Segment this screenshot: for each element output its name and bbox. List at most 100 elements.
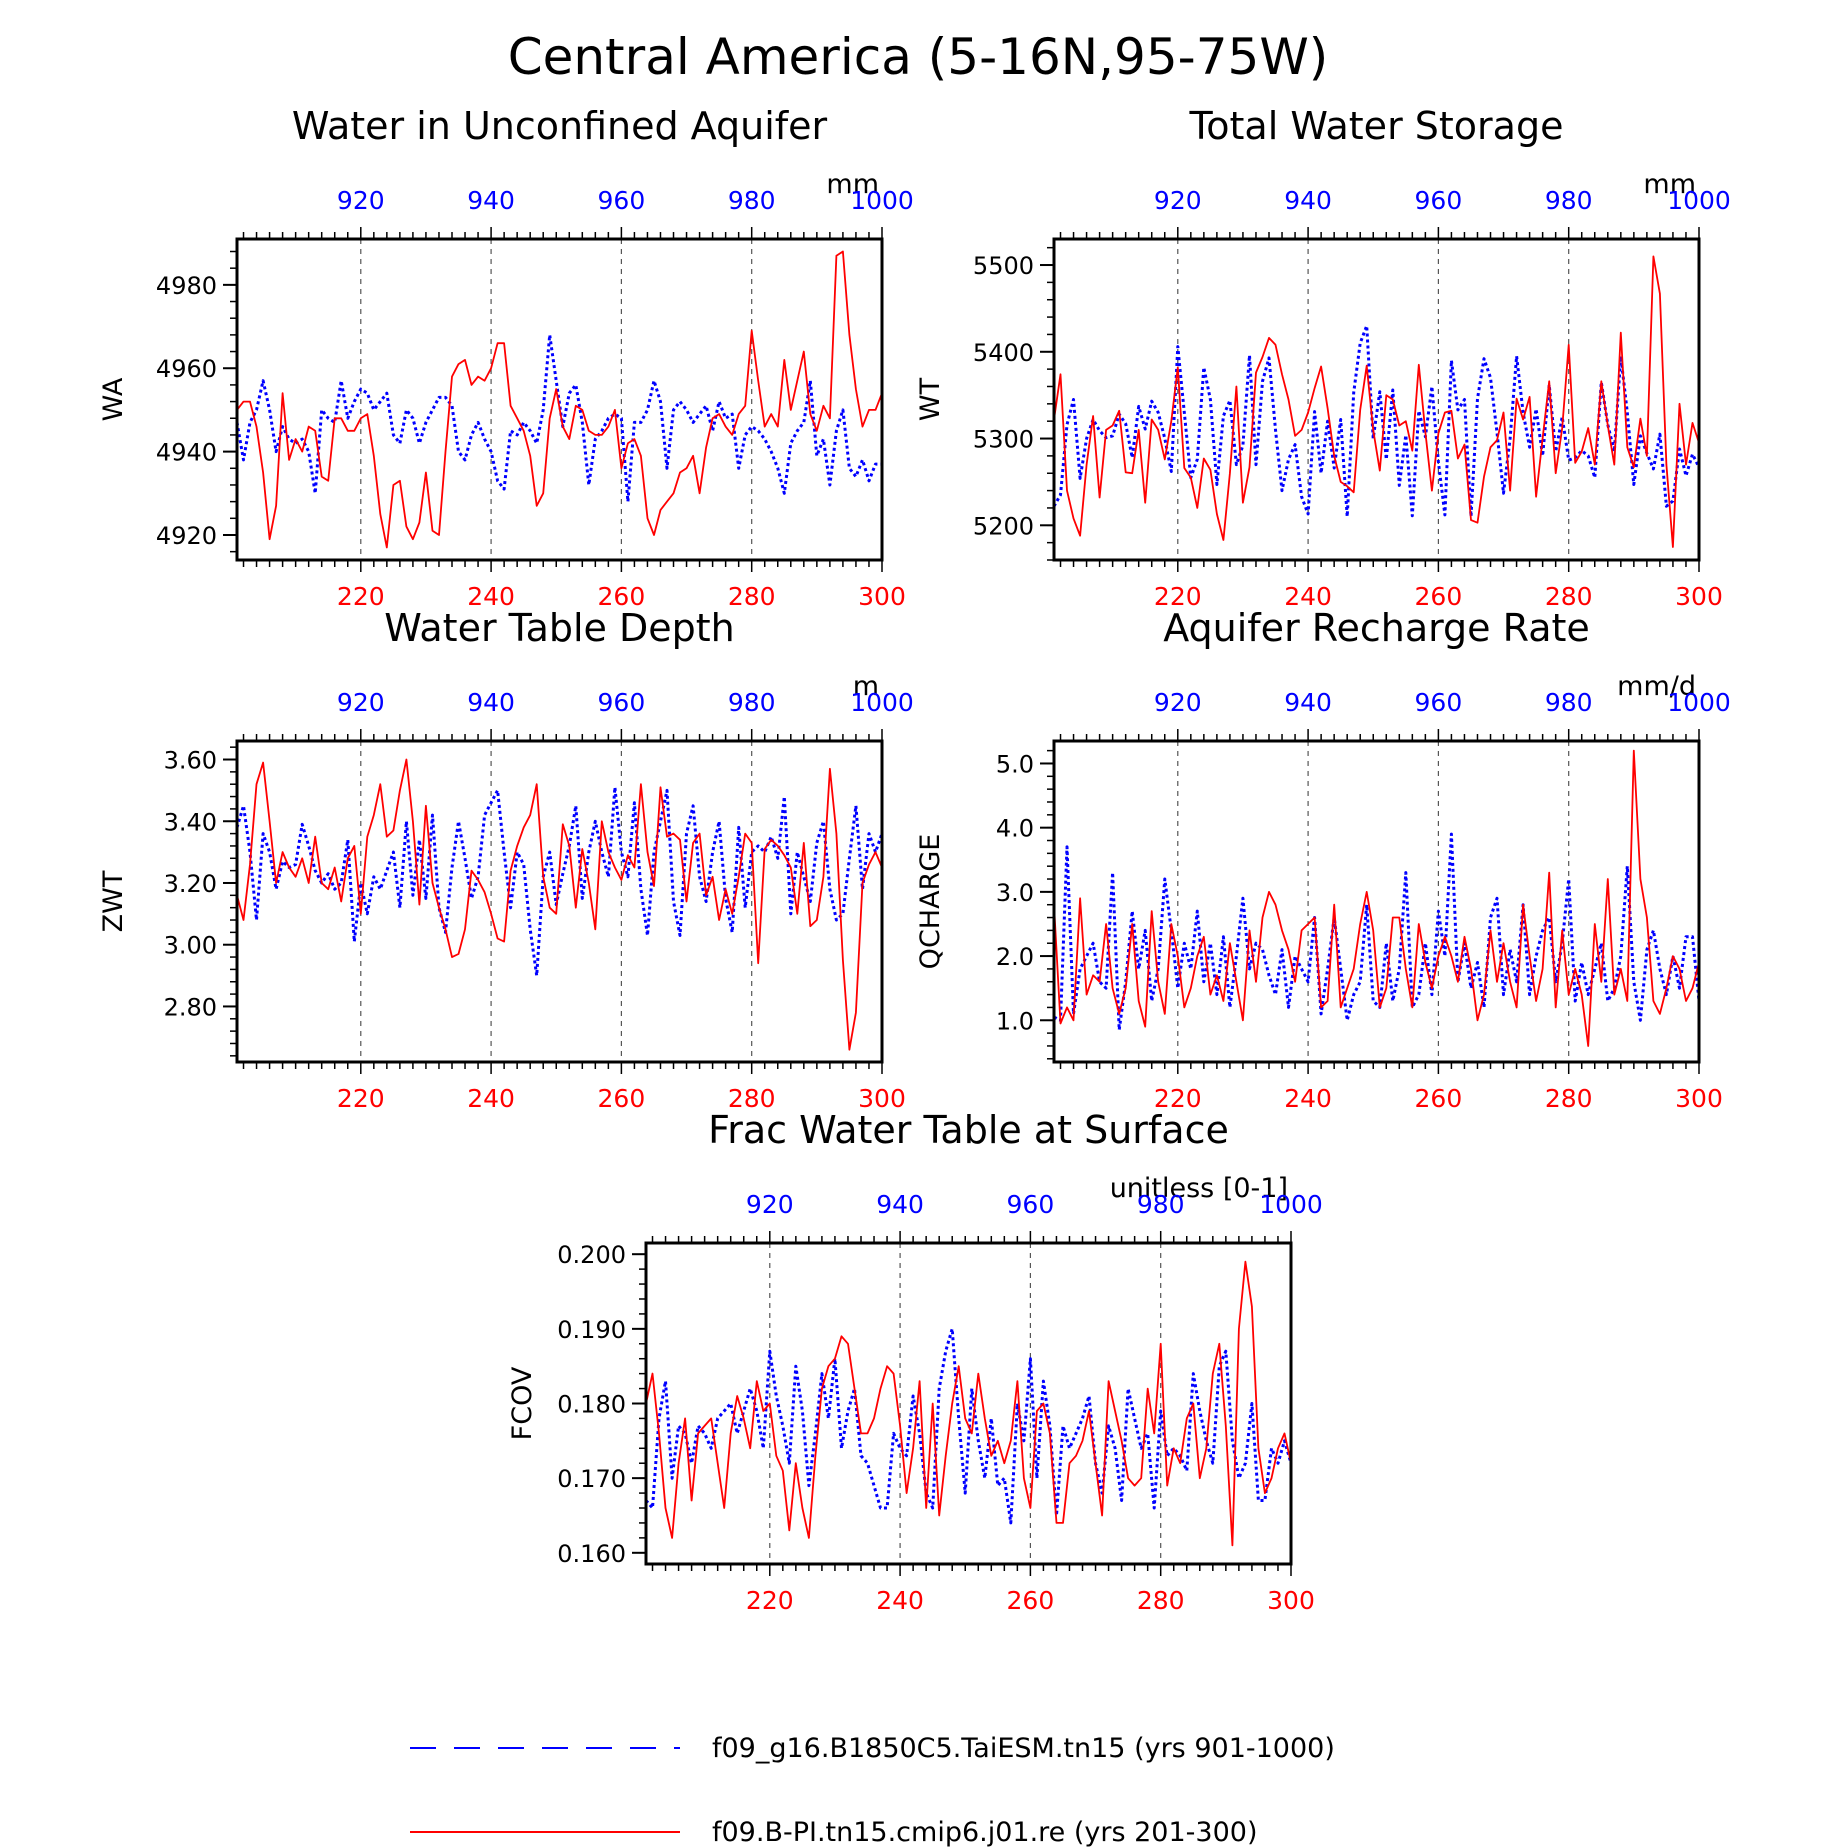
plot-frame — [235, 237, 884, 562]
y-tick-label: 2.80 — [164, 993, 217, 1021]
x-tick-label: 300 — [1675, 1084, 1723, 1113]
y-tick-label: 0.170 — [557, 1465, 626, 1493]
x-tick-label: 220 — [337, 1084, 385, 1113]
x-top-tick-label: 980 — [1545, 186, 1593, 215]
x-tick-label: 240 — [1284, 1084, 1332, 1113]
chart-panel-4: Aquifer Recharge Rate mm/d QCHARGE 1.0 2.0 3.… — [915, 606, 1731, 1113]
y-tick-label: 3.0 — [996, 879, 1034, 907]
x-top-tick-label: 1000 — [850, 688, 914, 717]
y-tick-label: 4920 — [156, 522, 217, 550]
figure-title: Central America (5-16N,95-75W) — [508, 28, 1329, 86]
x-top-tick-label: 960 — [1415, 688, 1463, 717]
panels: Water in Unconfined Aquifer mm WA 4920 4940 4… — [98, 104, 1731, 1615]
x-tick-label: 240 — [1284, 582, 1332, 611]
x-top-tick-label: 1000 — [1667, 688, 1731, 717]
series-line-blue — [235, 785, 884, 978]
x-tick-label: 220 — [1154, 1084, 1202, 1113]
plot-frame — [1052, 237, 1701, 562]
x-tick-label: 220 — [337, 582, 385, 611]
chart-title: Water in Unconfined Aquifer — [292, 104, 828, 148]
y-axis-label: ZWT — [98, 870, 129, 932]
chart-title: Frac Water Table at Surface — [708, 1108, 1229, 1152]
y-tick-label: 4960 — [156, 355, 217, 383]
chart-title: Total Water Storage — [1189, 104, 1564, 148]
y-tick-label: 1.0 — [996, 1007, 1034, 1035]
x-top-tick-label: 980 — [728, 688, 776, 717]
x-tick-label: 240 — [467, 582, 515, 611]
plot-frame — [1052, 739, 1701, 1064]
plot-frame — [644, 1241, 1293, 1566]
y-tick-label: 3.20 — [164, 870, 217, 898]
x-tick-label: 260 — [1415, 1084, 1463, 1113]
chart-title: Water Table Depth — [384, 606, 735, 650]
x-top-tick-label: 920 — [337, 688, 385, 717]
series-line-blue — [1052, 324, 1701, 519]
y-tick-label: 4940 — [156, 439, 217, 467]
x-top-tick-label: 960 — [598, 186, 646, 215]
x-top-tick-label: 940 — [467, 688, 515, 717]
x-top-tick-label: 920 — [1154, 186, 1202, 215]
series-line-red — [645, 1260, 1292, 1547]
y-axis-label: WT — [915, 377, 946, 421]
x-tick-label: 280 — [1545, 1084, 1593, 1113]
x-top-tick-label: 920 — [1154, 688, 1202, 717]
x-tick-label: 300 — [1267, 1586, 1315, 1615]
chart-panel-2: Total Water Storage mm WT 5200 5300 5400 5500 2… — [915, 104, 1731, 611]
y-axis-label: WA — [98, 377, 129, 421]
legend: f09_g16.B1850C5.TaiESM.tn15 (yrs 901-100… — [410, 1733, 1335, 1848]
x-top-tick-label: 960 — [598, 688, 646, 717]
x-top-tick-label: 960 — [1007, 1190, 1055, 1219]
legend-label-red: f09.B-PI.tn15.cmip6.j01.re (yrs 201-300) — [712, 1817, 1257, 1848]
x-top-tick-label: 980 — [728, 186, 776, 215]
x-tick-label: 300 — [858, 582, 906, 611]
plot-frame — [235, 739, 884, 1064]
y-tick-label: 4980 — [156, 272, 217, 300]
series-line-red — [236, 250, 883, 549]
y-tick-label: 3.60 — [164, 747, 217, 775]
x-top-tick-label: 980 — [1545, 688, 1593, 717]
x-top-tick-label: 940 — [1284, 186, 1332, 215]
x-top-tick-label: 920 — [746, 1190, 794, 1219]
y-axis-label: FCOV — [507, 1366, 538, 1440]
x-top-tick-label: 920 — [337, 186, 385, 215]
units-label: mm — [1643, 169, 1696, 200]
y-tick-label: 3.40 — [164, 808, 217, 836]
y-tick-label: 5200 — [973, 512, 1034, 540]
y-tick-label: 0.180 — [557, 1391, 626, 1419]
y-tick-label: 0.160 — [557, 1540, 626, 1568]
x-tick-label: 240 — [876, 1586, 924, 1615]
chart-panel-3: Water Table Depth m ZWT 2.80 3.00 3.20 3.40 3.6… — [98, 606, 914, 1113]
x-tick-label: 280 — [1137, 1586, 1185, 1615]
units-label: m — [853, 671, 879, 702]
x-top-tick-label: 940 — [1284, 688, 1332, 717]
y-tick-label: 5.0 — [996, 750, 1034, 778]
x-tick-label: 260 — [1415, 582, 1463, 611]
units-label: unitless [0-1] — [1110, 1173, 1288, 1204]
y-tick-label: 5400 — [973, 339, 1034, 367]
x-tick-label: 220 — [1154, 582, 1202, 611]
x-tick-label: 280 — [1545, 582, 1593, 611]
x-top-tick-label: 1000 — [1667, 186, 1731, 215]
y-tick-label: 5500 — [973, 252, 1034, 280]
legend-label-blue: f09_g16.B1850C5.TaiESM.tn15 (yrs 901-100… — [712, 1733, 1335, 1764]
x-top-tick-label: 1000 — [1259, 1190, 1323, 1219]
x-tick-label: 300 — [858, 1084, 906, 1113]
x-top-tick-label: 1000 — [850, 186, 914, 215]
x-tick-label: 240 — [467, 1084, 515, 1113]
x-tick-label: 220 — [746, 1586, 794, 1615]
y-tick-label: 0.200 — [557, 1241, 626, 1269]
x-top-tick-label: 960 — [1415, 186, 1463, 215]
x-tick-label: 260 — [598, 582, 646, 611]
y-tick-label: 5300 — [973, 426, 1034, 454]
x-tick-label: 260 — [1007, 1586, 1055, 1615]
series-line-red — [1053, 255, 1700, 548]
x-tick-label: 280 — [728, 582, 776, 611]
series-line-red — [236, 758, 883, 1051]
x-tick-label: 300 — [1675, 582, 1723, 611]
chart-panel-1: Water in Unconfined Aquifer mm WA 4920 4940 4… — [98, 104, 914, 611]
x-top-tick-label: 980 — [1137, 1190, 1185, 1219]
chart-panel-5: Frac Water Table at Surface unitless [0-1… — [507, 1108, 1323, 1615]
series-line-red — [1053, 749, 1700, 1047]
